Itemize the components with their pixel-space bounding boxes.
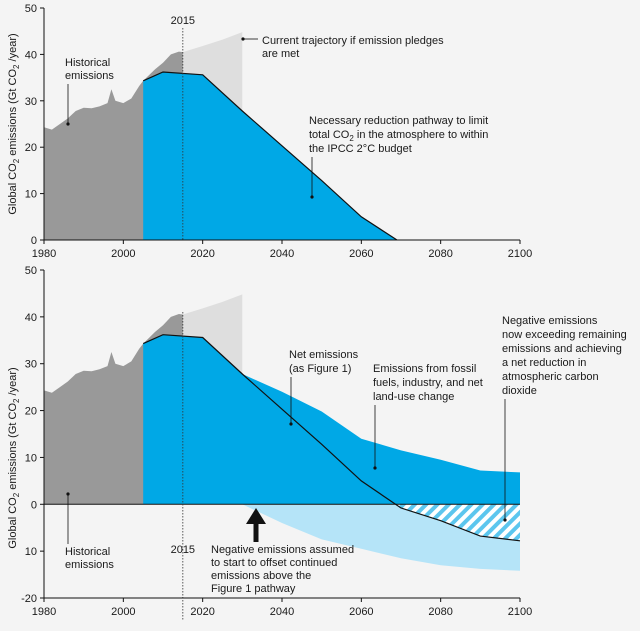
x-tick-label: 2080 — [428, 606, 452, 618]
x-tick-label: 2060 — [349, 606, 373, 618]
x-tick-label: 2000 — [111, 248, 135, 260]
year-2015-label: 2015 — [171, 15, 195, 27]
y-tick-label: 40 — [25, 49, 37, 61]
net-emissions-leader-dot — [289, 422, 293, 426]
x-tick-label: 2000 — [111, 606, 135, 618]
gross-emissions-area — [143, 334, 520, 505]
negative-exceed-leader-dot — [503, 518, 507, 522]
y-axis-label: Global CO2 emissions (Gt CO2 /year) — [7, 367, 21, 548]
y-tick-label: 10 — [25, 452, 37, 464]
x-tick-label: 2040 — [270, 606, 294, 618]
y-tick-label: 0 — [31, 499, 37, 511]
y-axis-label: Global CO2 emissions (Gt CO2 /year) — [7, 33, 21, 214]
y-tick-label: 0 — [31, 235, 37, 247]
pledges-annotation: Current trajectory if emission pledges ar… — [262, 35, 444, 60]
reduction-pathway-line — [142, 71, 398, 241]
historical-leader-dot — [66, 492, 70, 496]
net-emissions-line — [142, 334, 521, 542]
x-tick-label: 1980 — [32, 606, 56, 618]
x-axis-ticks: 1980 2000 2020 2040 2060 2080 2100 — [32, 598, 532, 618]
y-tick-label: 50 — [25, 3, 37, 15]
x-tick-label: 2080 — [428, 248, 452, 260]
net-negative-hatched-area — [395, 504, 520, 541]
historical-annotation: Historical emissions — [65, 57, 114, 82]
x-tick-label: 2020 — [190, 248, 214, 260]
x-tick-label: 2040 — [270, 248, 294, 260]
bottom-chart: 2015 1980 2000 2020 2040 2060 2080 2100 -20100… — [7, 265, 627, 620]
gross-emissions-leader-dot — [373, 466, 377, 470]
negative-start-annotation: Negative emissions assumed to start to of… — [211, 544, 354, 595]
pledges-leader-dot — [241, 37, 245, 41]
negative-exceed-annotation: Negative emissions now exceeding remainin… — [502, 315, 627, 397]
historical-annotation: Historical emissions — [65, 546, 114, 571]
y-tick-label: 20 — [25, 142, 37, 154]
y-tick-label: 30 — [25, 359, 37, 371]
y-tick-label: 50 — [25, 265, 37, 277]
y-tick-label: 10 — [25, 189, 37, 201]
y-axis-ticks: -20 10 0 10 20 30 40 50 — [21, 265, 44, 605]
top-chart: 2015 1980 2000 2020 2040 2060 2080 2100 0 10 20 3… — [7, 3, 532, 260]
y-tick-label: 40 — [25, 312, 37, 324]
historical-leader-dot — [66, 122, 70, 126]
negative-start-arrow — [246, 508, 266, 542]
net-emissions-annotation: Net emissions (as Figure 1) — [289, 349, 359, 375]
pathway-annotation: Necessary reduction pathway to limit tota… — [309, 115, 488, 155]
y-tick-label: 20 — [25, 406, 37, 418]
reduction-pathway-area — [143, 72, 397, 240]
x-tick-label: 2100 — [508, 248, 532, 260]
x-tick-label: 2060 — [349, 248, 373, 260]
x-tick-label: 2100 — [508, 606, 532, 618]
x-tick-label: 2020 — [190, 606, 214, 618]
y-axis-ticks: 0 10 20 30 40 50 — [25, 3, 44, 247]
year-2015-label: 2015 — [171, 544, 195, 556]
gross-emissions-annotation: Emissions from fossil fuels, industry, an… — [373, 363, 483, 403]
y-tick-label: 30 — [25, 96, 37, 108]
y-tick-label: 10 — [25, 546, 37, 558]
x-axis-ticks: 1980 2000 2020 2040 2060 2080 2100 — [32, 240, 532, 260]
y-tick-label: -20 — [21, 593, 37, 605]
x-tick-label: 1980 — [32, 248, 56, 260]
pathway-leader-dot — [310, 195, 314, 199]
